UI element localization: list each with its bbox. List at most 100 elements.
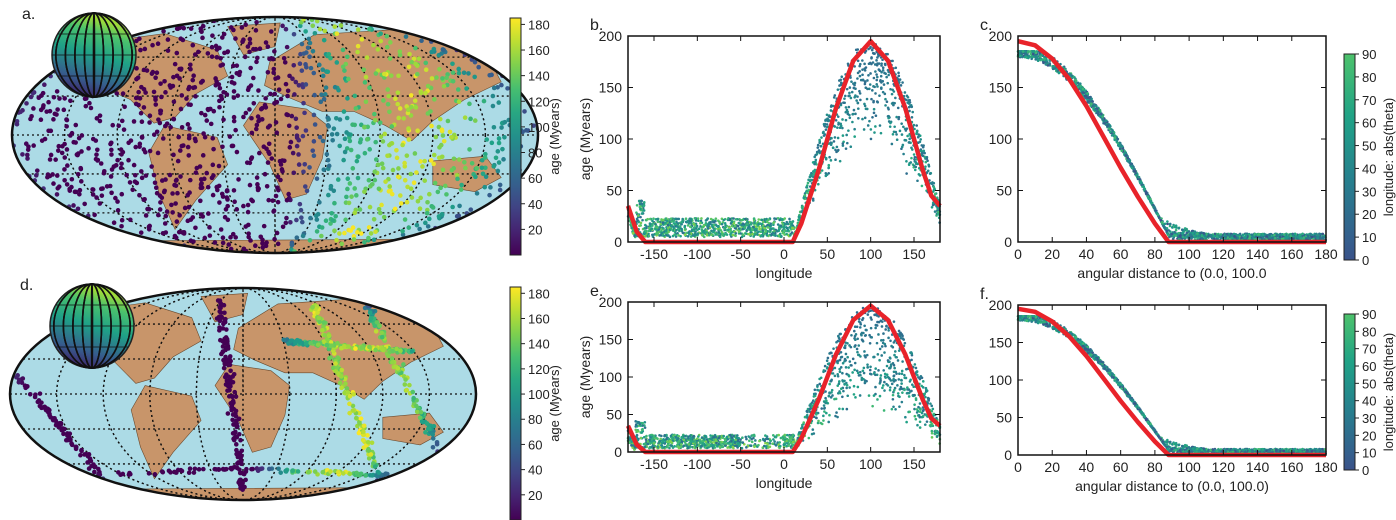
map-point [321, 96, 327, 102]
map-point [440, 76, 445, 81]
map-point [324, 151, 330, 157]
scatter-point [861, 59, 864, 62]
map-point [136, 89, 141, 95]
scatter-point [709, 217, 713, 221]
map-point [146, 226, 152, 232]
map-point [229, 74, 235, 80]
scatter-point [1178, 234, 1182, 237]
map-point [482, 184, 488, 190]
scatter-point [684, 217, 688, 221]
map-point [275, 241, 281, 247]
scatter-point [1251, 235, 1255, 238]
map-point [294, 217, 299, 223]
scatter-point [855, 99, 858, 102]
map-point [98, 186, 104, 192]
map-point [325, 157, 331, 163]
scatter-point [822, 131, 825, 134]
scatter-point [670, 220, 673, 223]
x-tick-label: 0 [1014, 246, 1022, 262]
map-point [456, 157, 462, 162]
map-point [162, 123, 168, 129]
map-point [38, 93, 44, 98]
x-axis-label: longitude [756, 265, 813, 281]
scatter-point [659, 222, 662, 226]
map-point [175, 190, 180, 196]
map-point [289, 113, 295, 119]
scatter-point [801, 205, 804, 209]
scatter-point [839, 83, 843, 87]
scatter-point [912, 153, 916, 156]
scatter-point [834, 148, 837, 152]
scatter-point [1095, 104, 1098, 108]
map-point [431, 161, 436, 167]
map-point [339, 241, 345, 247]
map-point [355, 27, 361, 32]
map-point [169, 202, 174, 208]
scatter-point [728, 226, 731, 229]
scatter-point [857, 116, 860, 120]
scatter-point [865, 97, 869, 101]
map-point [18, 109, 23, 115]
map-point [287, 73, 292, 79]
map-point [51, 117, 56, 122]
scatter-point [1101, 118, 1104, 121]
scatter-point [783, 223, 787, 226]
map-point [159, 195, 165, 201]
map-point [288, 139, 294, 145]
map-point [447, 129, 453, 135]
scatter-point [908, 137, 911, 141]
map-point [417, 206, 423, 212]
scatter-point [1151, 203, 1155, 207]
scatter-point [679, 234, 682, 238]
map-point [168, 85, 173, 90]
map-point [493, 155, 499, 161]
map-point [414, 170, 419, 175]
map-point [342, 149, 348, 155]
map-point [450, 204, 455, 210]
map-point [350, 166, 356, 171]
scatter-point [720, 217, 724, 221]
scatter-point [861, 117, 864, 121]
scatter-point [868, 87, 871, 91]
map-point [226, 242, 232, 247]
scatter-point [739, 232, 742, 235]
scatter-point [727, 228, 730, 231]
map-point [430, 436, 436, 441]
map-point [281, 337, 287, 343]
map-point [171, 99, 177, 105]
scatter-point [1202, 232, 1206, 235]
map-point [139, 175, 145, 181]
scatter-point [689, 235, 693, 238]
map-point [101, 168, 107, 174]
map-point [393, 96, 398, 102]
map-point [483, 165, 488, 171]
scatter-point [1115, 140, 1119, 143]
map-point [349, 194, 354, 199]
map-point [352, 210, 358, 216]
scatter-point [1213, 232, 1217, 236]
scatter-point [1293, 232, 1297, 236]
map-point [407, 382, 412, 388]
map-point [499, 82, 504, 88]
map-point [441, 138, 447, 144]
map-point [362, 80, 368, 85]
map-point [210, 162, 216, 168]
scatter-point [686, 219, 689, 223]
map-point [502, 119, 508, 125]
scatter-point [767, 223, 770, 227]
map-point [407, 51, 412, 57]
x-tick-label: 80 [1147, 246, 1163, 262]
colorbar-tick-label: 80 [1362, 70, 1376, 85]
map-point [188, 66, 193, 72]
map-point [439, 154, 445, 160]
x-tick-label: -100 [683, 246, 711, 262]
map-point [386, 93, 391, 99]
scatter-point [894, 96, 897, 100]
scatter-point [639, 215, 642, 219]
scatter-point [754, 228, 757, 231]
scatter-point [769, 228, 772, 232]
scatter-point [1108, 130, 1112, 134]
scatter-point [1319, 236, 1323, 240]
scatter-point [845, 141, 849, 145]
map-point [138, 230, 144, 235]
